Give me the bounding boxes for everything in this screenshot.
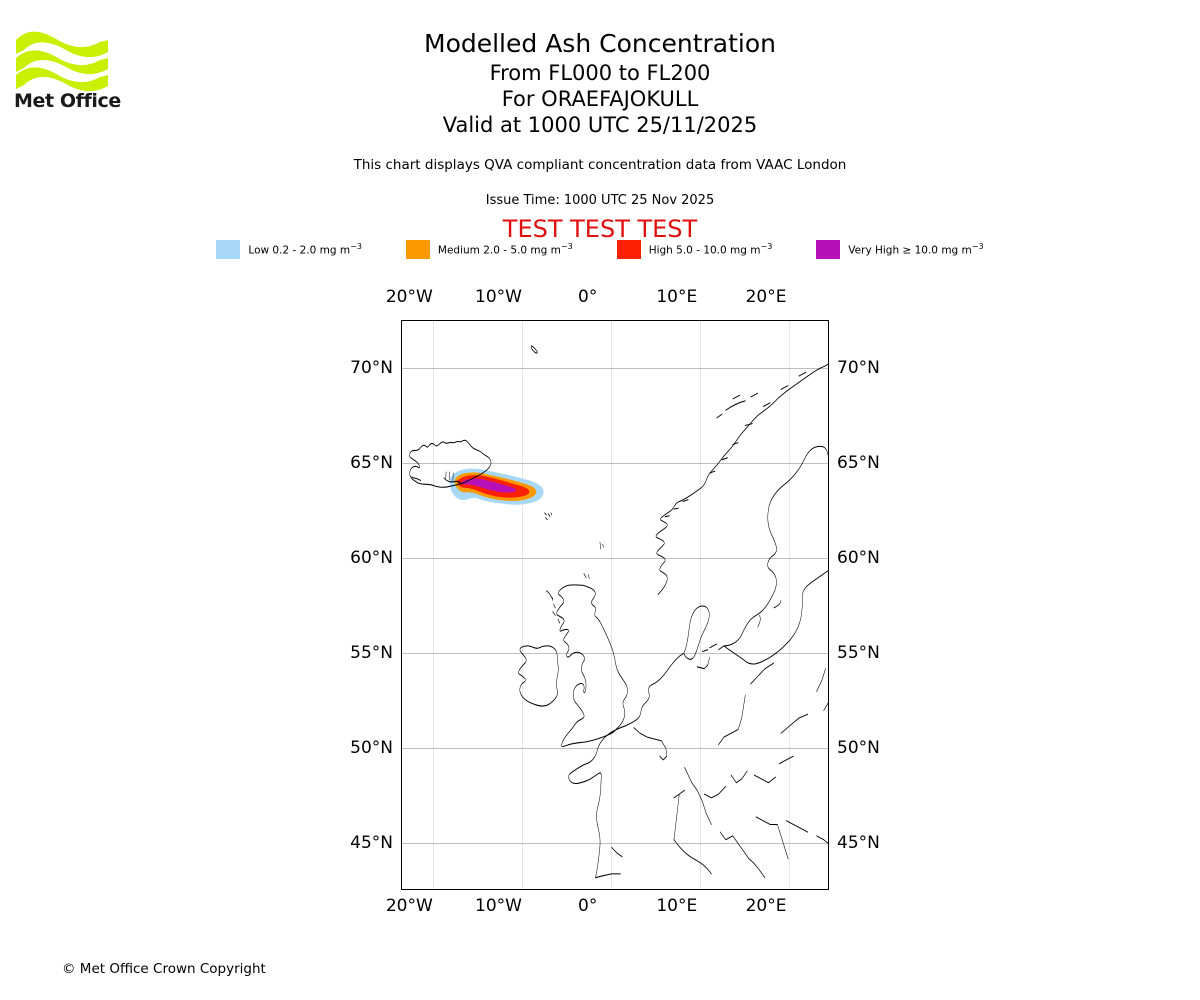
issue-time-text: Issue Time: 1000 UTC 25 Nov 2025 [485,193,715,208]
legend-label-medium: Medium 2.0 - 5.0 mg m−3 [437,242,573,257]
legend-swatch-high [616,240,641,259]
axis-label-right-45n: 45°N [837,832,880,853]
axis-label-left-55n: 55°N [350,642,393,663]
coastline-lofoten [716,392,759,419]
title-volcano: For ORAEFAJOKULL [501,87,699,111]
map-gridlines [402,321,828,889]
chart-title-block: Modelled Ash Concentration From FL000 to… [0,28,1200,138]
met-office-logo-text: Met Office [14,90,121,112]
coastline-baltic [723,570,828,665]
map-plot-area [401,320,829,890]
title-flight-levels: From FL000 to FL200 [489,61,711,85]
axis-label-left-60n: 60°N [350,547,393,568]
axis-label-right-55n: 55°N [837,642,880,663]
coastline-denmark [683,605,710,660]
legend-label-very-high: Very High ≥ 10.0 mg m−3 [848,242,984,257]
coastline-iceland-fjord-a [445,471,454,482]
axis-label-left-65n: 65°N [350,452,393,473]
coastline-jan-mayen [530,345,538,354]
axis-label-right-50n: 50°N [837,737,880,758]
axis-label-bottom-0: 0° [578,896,598,916]
axis-label-bottom-20w: 20°W [385,896,433,916]
axis-label-bottom-10e: 10°E [656,896,698,916]
test-banner: TEST TEST TEST [502,215,698,243]
coastline-ireland [518,645,559,707]
axis-label-top-10w: 10°W [475,287,522,307]
strapline-text: This chart displays QVA compliant concen… [353,157,847,173]
axis-label-right-65n: 65°N [837,452,880,473]
coastline-sweden-east [723,445,828,647]
legend-label-high: High 5.0 - 10.0 mg m−3 [648,242,773,257]
page-title: Modelled Ash Concentration [424,29,776,58]
legend-item-high: High 5.0 - 10.0 mg m−3 [616,240,773,259]
legend-item-medium: Medium 2.0 - 5.0 mg m−3 [405,240,573,259]
coastline-great-britain [556,584,628,748]
axis-label-left-45n: 45°N [350,832,393,853]
concentration-legend: Low 0.2 - 2.0 mg m−3 Medium 2.0 - 5.0 mg… [0,240,1200,259]
coastline-faroe-islands [544,512,553,521]
map-container: 20°W 10°W 0° 10°E 20°E 20°W 10°W 0° 10°E… [350,287,880,916]
coastline-shetland [599,541,604,550]
coastline-hebrides [546,590,561,624]
met-office-wave-mark [16,31,108,92]
axis-label-bottom-20e: 20°E [745,896,787,916]
coastline-iceland [409,439,492,488]
legend-swatch-very-high [816,240,841,259]
legend-item-low: Low 0.2 - 2.0 mg m−3 [216,240,362,259]
axis-label-right-70n: 70°N [837,357,880,378]
coastline-iceland-fjord-b [443,477,462,485]
axis-label-left-50n: 50°N [350,737,393,758]
coastline-gotland-oland [757,599,782,628]
copyright-text: © Met Office Crown Copyright [62,961,266,977]
axis-label-top-20w: 20°W [385,287,433,307]
legend-swatch-medium [405,240,430,259]
coastline-continental-europe [568,652,685,879]
axis-label-left-70n: 70°N [350,357,393,378]
coastline-mediterranean-alps [673,823,789,879]
ash-plume-contours [449,468,544,505]
borders-europe [595,656,828,879]
coastline-orkney [583,573,590,579]
axis-label-right-60n: 60°N [837,547,880,568]
coastline-iceland-sw [411,476,421,482]
met-office-logo [14,28,124,118]
axis-label-bottom-10w: 10°W [475,896,522,916]
title-valid-time: Valid at 1000 UTC 25/11/2025 [442,113,758,137]
map-graphic [402,321,828,889]
axis-label-top-10e: 10°E [656,287,698,307]
coastline-norway-fjords [664,371,807,518]
axis-label-top-20e: 20°E [745,287,787,307]
coastline-norway [655,363,828,596]
legend-label-low: Low 0.2 - 2.0 mg m−3 [248,242,362,257]
axis-label-top-0: 0° [578,287,598,307]
map-coastlines [409,345,828,879]
legend-item-very-high: Very High ≥ 10.0 mg m−3 [816,240,984,259]
coastline-denmark-islands [702,643,725,653]
legend-swatch-low [216,240,241,259]
plume-contour-very-high [460,478,517,493]
